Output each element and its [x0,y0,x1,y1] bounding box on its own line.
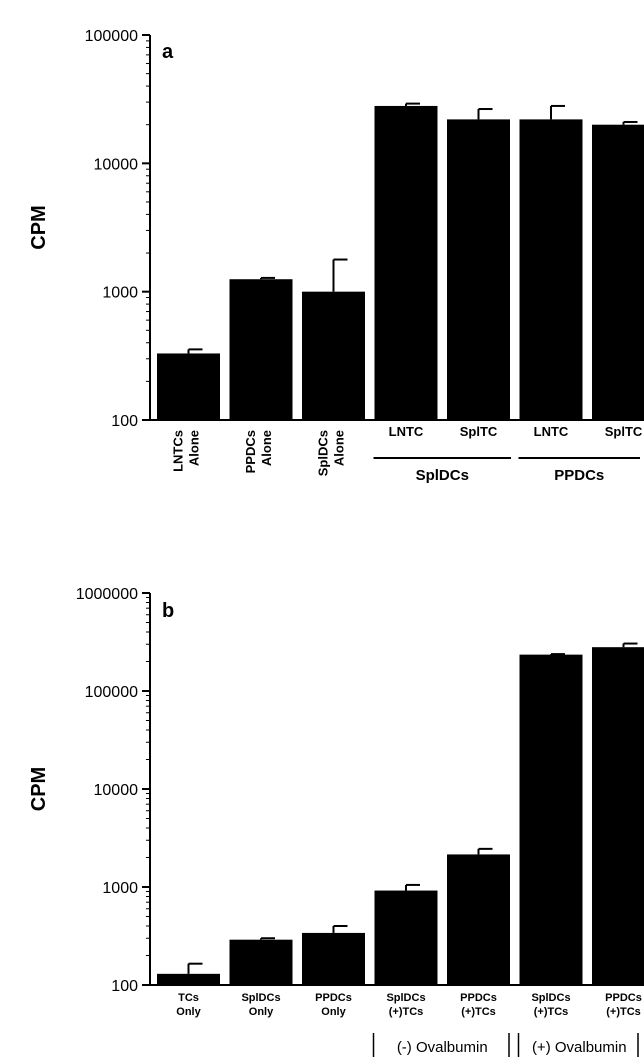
y-tick-label: 100000 [85,684,138,701]
category-label: SplDCs [316,430,331,476]
y-tick-label: 1000000 [76,586,138,603]
category-label: LNTC [534,424,569,439]
y-tick-label: 100 [111,978,138,995]
category-label: PPDCs [243,430,258,473]
y-tick-label: 100000 [85,28,138,45]
category-label: LNTC [389,424,424,439]
category-label: Only [321,1006,346,1018]
bar [302,291,365,420]
group-label: (+) Ovalbumin [532,1039,627,1056]
bar [157,973,220,985]
y-tick-label: 10000 [94,782,139,799]
group-label: SplDCs [416,467,469,484]
bar [302,932,365,985]
category-label: SplTC [460,424,498,439]
bar [447,854,510,985]
category-label: Alone [259,430,274,466]
bar [157,353,220,420]
y-tick-label: 100 [111,413,138,430]
category-label: Alone [332,430,347,466]
category-label: PPDCs [460,992,497,1004]
category-label: PPDCs [315,992,352,1004]
panel-b-chart: 100 1000 10000 100000 1000000 CPM b TCs Only SplD… [28,586,644,1057]
bar [519,654,583,985]
group-label: (-) Ovalbumin [397,1039,488,1056]
category-label: (+)TCs [534,1006,569,1018]
category-label: TCs [178,992,199,1004]
y-axis-label: CPM [28,767,50,811]
category-label: LNTCs [171,430,186,472]
category-label: SplDCs [531,992,570,1004]
category-label: (+)TCs [389,1006,424,1018]
bar [447,119,510,420]
bar [229,279,293,420]
bar [592,647,644,985]
panel-label: a [162,41,174,63]
panel-label: b [162,600,174,622]
y-tick-label: 1000 [102,285,138,302]
y-tick-label: 10000 [94,156,139,173]
y-axis-label: CPM [28,205,50,249]
category-label: SplDCs [241,992,280,1004]
category-label: (+)TCs [461,1006,496,1018]
category-label: PPDCs [605,992,642,1004]
category-label: SplTC [605,424,643,439]
bar [229,939,293,985]
category-label: Alone [187,430,202,466]
category-label: Only [176,1006,201,1018]
y-tick-label: 1000 [102,880,138,897]
category-label: Only [249,1006,274,1018]
bar [592,124,644,421]
bar [374,105,438,420]
bar [374,890,438,985]
group-label: PPDCs [554,467,604,484]
bar [519,119,583,420]
category-label: (+)TCs [606,1006,641,1018]
category-label: SplDCs [386,992,425,1004]
